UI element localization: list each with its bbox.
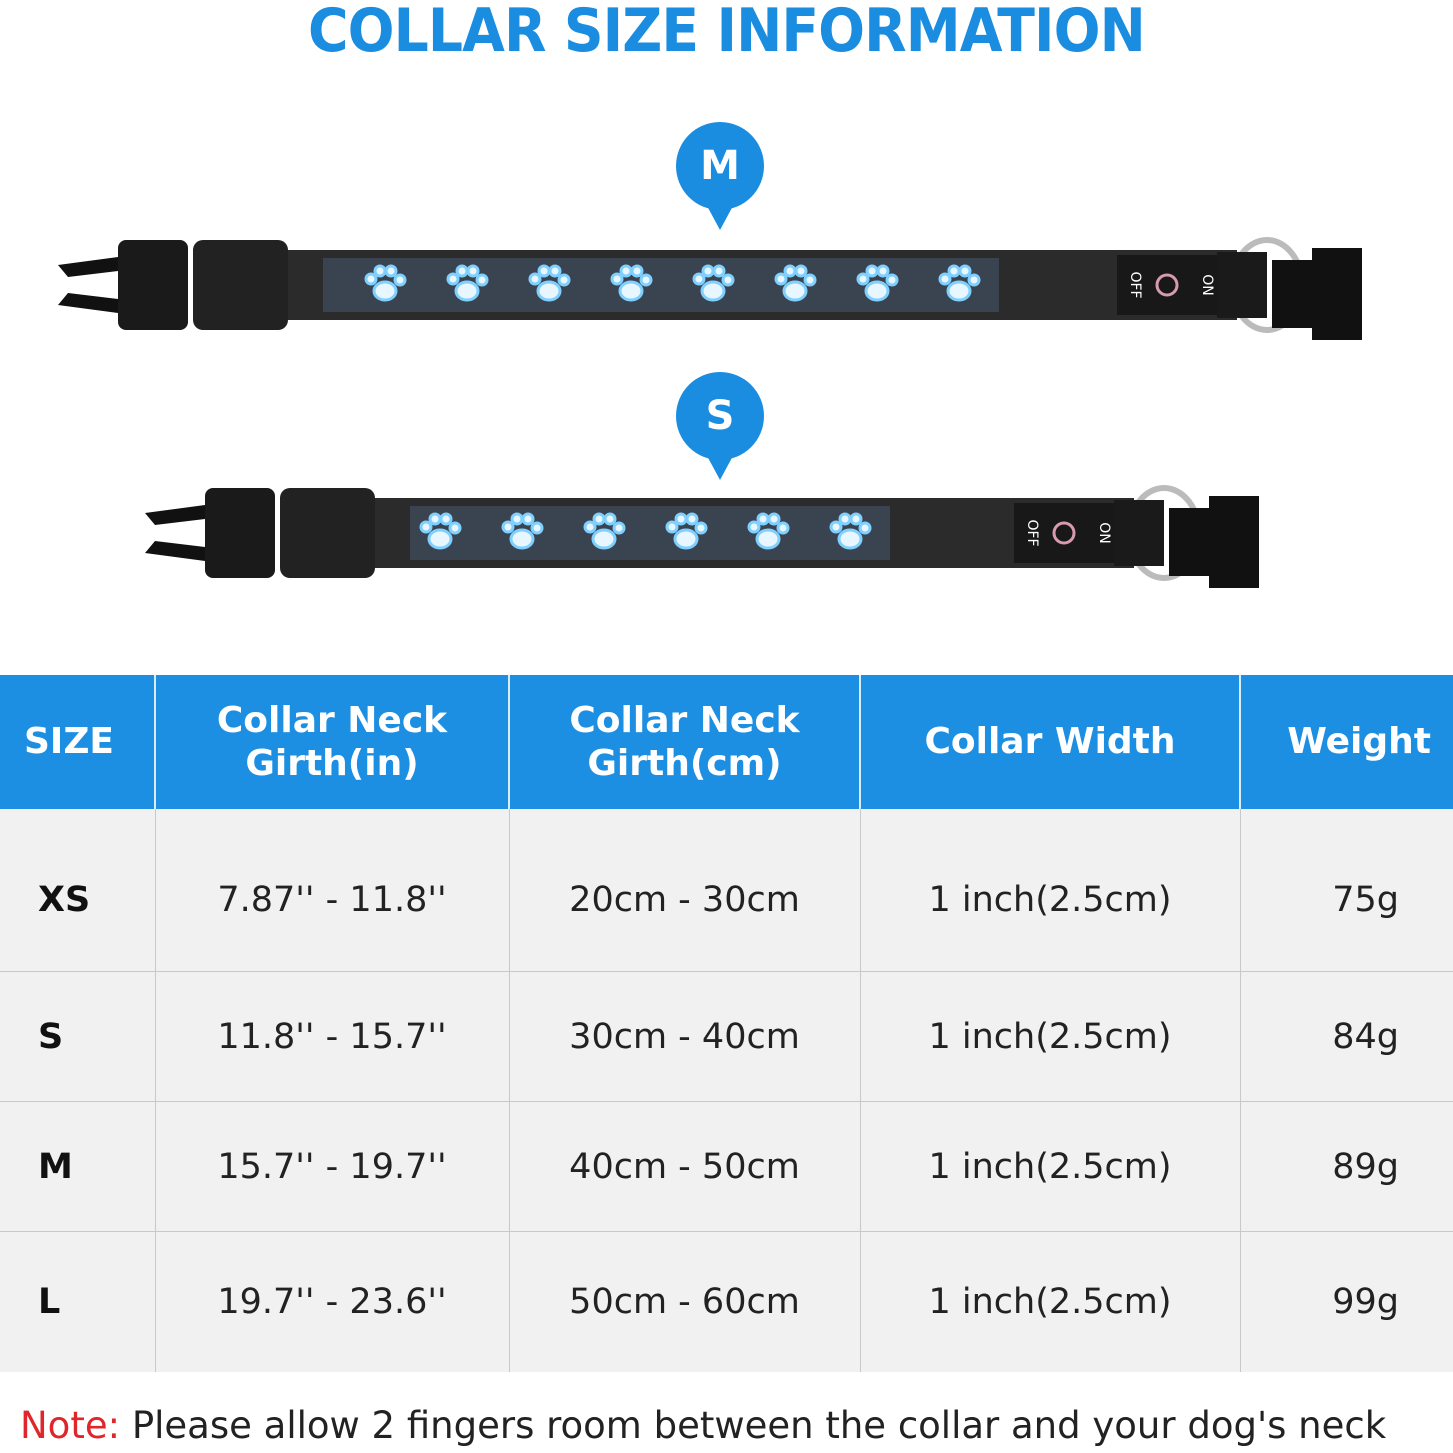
header-girth-cm: Collar Neck Girth(cm) <box>508 675 860 809</box>
header-weight: Weight <box>1239 675 1453 809</box>
collar-s-image: OFF ON <box>145 485 1259 588</box>
paw-icon <box>938 264 981 302</box>
header-girth-in: Collar Neck Girth(in) <box>154 675 509 809</box>
table-cell: 1 inch(2.5cm) <box>859 1101 1240 1232</box>
table-cell: XS <box>0 809 155 972</box>
slider <box>280 488 375 578</box>
table-row: L 19.7'' - 23.6'' 50cm - 60cm 1 inch(2.5cm)… <box>0 1231 1453 1372</box>
switch-on-label: ON <box>1199 274 1215 296</box>
table-cell: 19.7'' - 23.6'' <box>154 1231 509 1372</box>
paw-icon <box>829 512 872 550</box>
slider <box>193 240 288 330</box>
buckle-right <box>1114 500 1164 566</box>
paw-icon <box>856 264 899 302</box>
note-text: Please allow 2 fingers room between the … <box>120 1404 1387 1447</box>
switch-on-label: ON <box>1096 522 1112 544</box>
size-pin-s: S <box>676 372 764 480</box>
switch-patch <box>1014 503 1114 563</box>
header-width: Collar Width <box>859 675 1240 809</box>
table-cell: 11.8'' - 15.7'' <box>154 971 509 1102</box>
table-cell: 99g <box>1239 1231 1453 1372</box>
table-cell: M <box>0 1101 155 1232</box>
table-cell: 1 inch(2.5cm) <box>859 1231 1240 1372</box>
note-label: Note: <box>20 1404 121 1447</box>
table-row: S 11.8'' - 15.7'' 30cm - 40cm 1 inch(2.5cm)… <box>0 971 1453 1102</box>
header-size: SIZE <box>0 675 155 809</box>
size-table: SIZE Collar Neck Girth(in) Collar Neck G… <box>0 675 1453 1372</box>
switch-off-label: OFF <box>1024 519 1040 546</box>
buckle-left <box>205 488 275 578</box>
led-strip <box>323 258 999 312</box>
table-cell: 7.87'' - 11.8'' <box>154 809 509 972</box>
table-cell: 40cm - 50cm <box>508 1101 860 1232</box>
table-cell: 50cm - 60cm <box>508 1231 860 1372</box>
buckle-female <box>1169 496 1259 588</box>
buckle-prong <box>58 257 118 313</box>
buckle-female <box>1272 248 1362 340</box>
paw-icon <box>583 512 626 550</box>
table-header-row: SIZE Collar Neck Girth(in) Collar Neck G… <box>0 675 1453 809</box>
paw-icon <box>446 264 489 302</box>
table-row: XS 7.87'' - 11.8'' 20cm - 30cm 1 inch(2.5cm… <box>0 809 1453 972</box>
buckle-prong <box>145 505 205 561</box>
paw-icon <box>692 264 735 302</box>
paw-icon <box>528 264 571 302</box>
table-row: M 15.7'' - 19.7'' 40cm - 50cm 1 inch(2.5cm)… <box>0 1101 1453 1232</box>
paw-icon <box>419 512 462 550</box>
paw-icon <box>501 512 544 550</box>
table-cell: 20cm - 30cm <box>508 809 860 972</box>
table-cell: 1 inch(2.5cm) <box>859 809 1240 972</box>
collar-m-image: OFF ON <box>58 237 1362 340</box>
paw-icon <box>774 264 817 302</box>
table-cell: L <box>0 1231 155 1372</box>
table-cell: 84g <box>1239 971 1453 1102</box>
paw-icon <box>610 264 653 302</box>
power-icon <box>1155 273 1179 297</box>
table-cell: S <box>0 971 155 1102</box>
paw-icon <box>665 512 708 550</box>
paw-icon <box>747 512 790 550</box>
buckle-left <box>118 240 188 330</box>
page-title: COLLAR SIZE INFORMATION <box>308 0 1146 66</box>
note: Note: Please allow 2 fingers room betwee… <box>20 1404 1386 1447</box>
table-cell: 15.7'' - 19.7'' <box>154 1101 509 1232</box>
table-cell: 1 inch(2.5cm) <box>859 971 1240 1102</box>
table-cell: 89g <box>1239 1101 1453 1232</box>
paw-icon <box>364 264 407 302</box>
switch-patch <box>1117 255 1217 315</box>
switch-off-label: OFF <box>1127 271 1143 298</box>
power-icon <box>1052 521 1076 545</box>
size-pin-m: M <box>676 122 764 230</box>
led-strip <box>410 506 890 560</box>
buckle-right <box>1217 252 1267 318</box>
table-cell: 30cm - 40cm <box>508 971 860 1102</box>
table-cell: 75g <box>1239 809 1453 972</box>
